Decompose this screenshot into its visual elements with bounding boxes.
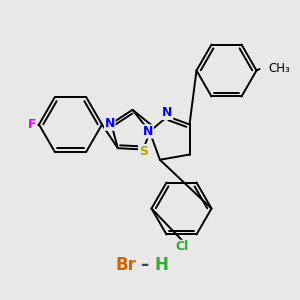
Text: Br: Br	[116, 256, 136, 274]
Text: –: –	[140, 256, 149, 274]
Text: S: S	[139, 145, 148, 158]
Text: CH₃: CH₃	[268, 62, 290, 76]
Text: F: F	[28, 118, 37, 131]
Text: N: N	[104, 117, 115, 130]
Text: N: N	[143, 125, 153, 138]
Text: H: H	[154, 256, 168, 274]
Text: Cl: Cl	[175, 240, 188, 254]
Text: N: N	[162, 106, 173, 119]
